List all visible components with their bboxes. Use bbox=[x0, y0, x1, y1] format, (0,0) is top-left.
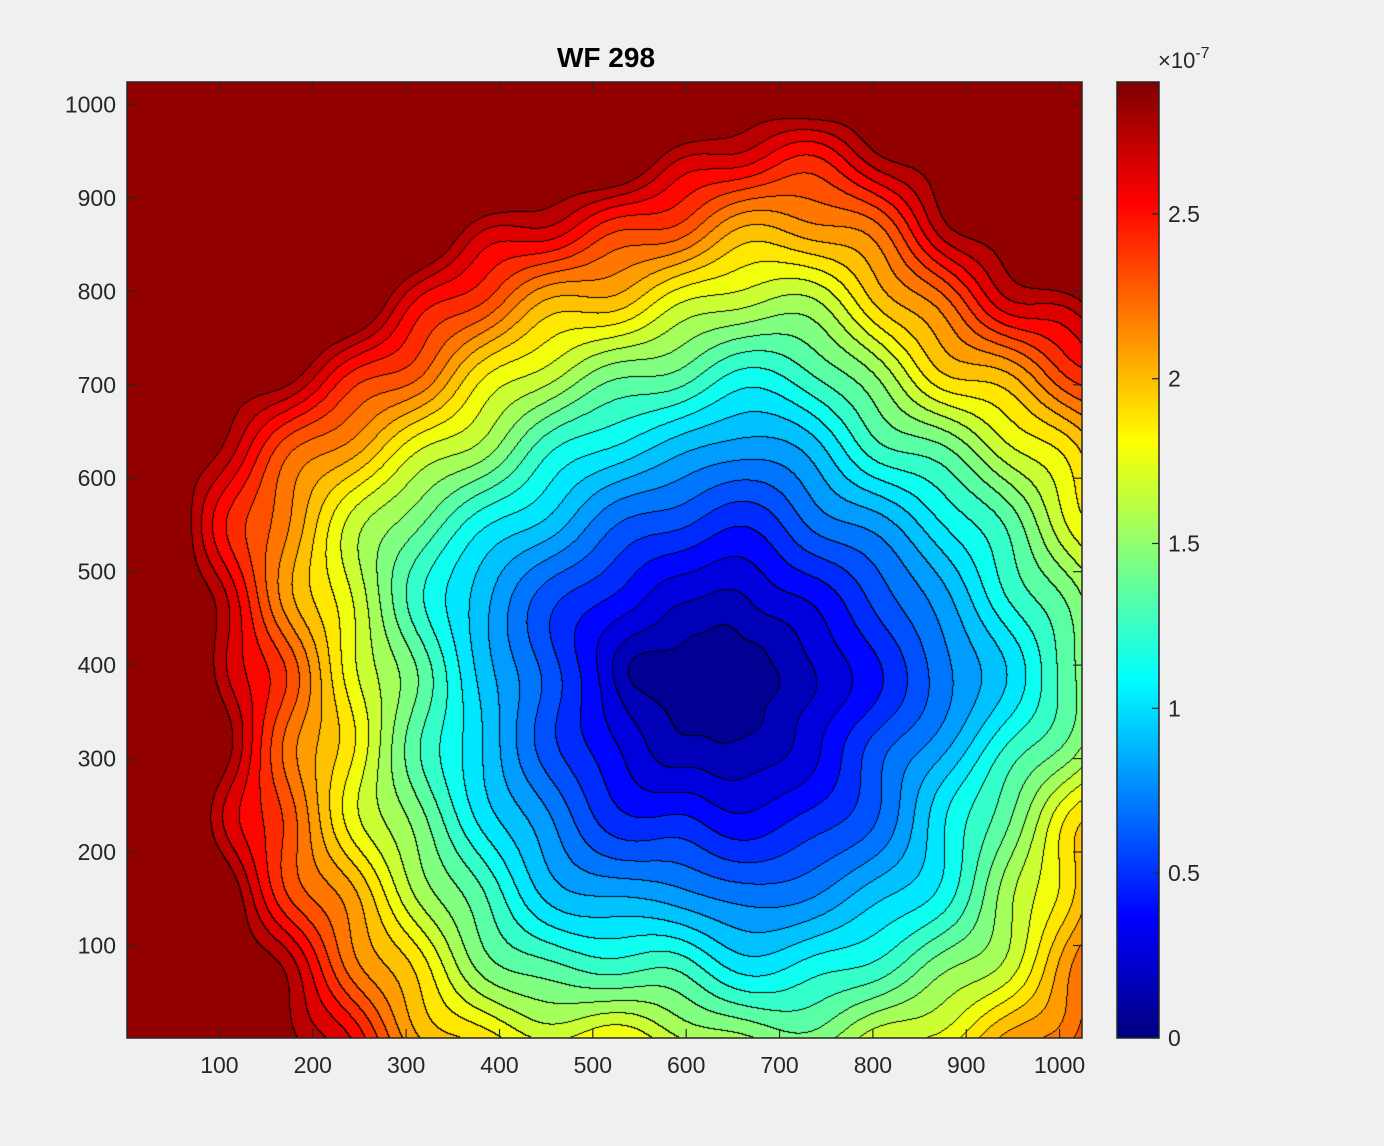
y-tick-label: 400 bbox=[78, 652, 116, 678]
colorbar-tick-label: 1.5 bbox=[1168, 531, 1200, 557]
x-tick-label: 600 bbox=[667, 1052, 705, 1078]
x-tick-label: 200 bbox=[294, 1052, 332, 1078]
plot-area: 100 200 300 400 500 600 700 800 900 1000 100 200 30… bbox=[65, 81, 1085, 1078]
colorbar-exponent: ×10-7 bbox=[1158, 45, 1210, 73]
x-tick-label: 100 bbox=[200, 1052, 238, 1078]
y-tick-label: 1000 bbox=[65, 91, 116, 117]
colorbar-frame bbox=[1116, 81, 1160, 1039]
colorbar-tick-label: 2.5 bbox=[1168, 201, 1200, 227]
y-axis: 100 200 300 400 500 600 700 800 900 1000 bbox=[65, 91, 1082, 958]
chart-title: WF 298 bbox=[557, 42, 655, 73]
y-tick-label: 700 bbox=[78, 372, 116, 398]
contour-map-container bbox=[127, 82, 1082, 1038]
x-axis: 100 200 300 400 500 600 700 800 900 1000 bbox=[200, 82, 1085, 1078]
x-tick-label: 700 bbox=[760, 1052, 798, 1078]
colorbar-tick-label: 0.5 bbox=[1168, 860, 1200, 886]
x-tick-label: 500 bbox=[574, 1052, 612, 1078]
colorbar-gradient bbox=[1117, 82, 1159, 1038]
colorbar-gradient-container bbox=[1117, 82, 1159, 1038]
colorbar-tick-label: 2 bbox=[1168, 366, 1181, 392]
plot-frame bbox=[126, 81, 1083, 1039]
colorbar: 0 0.5 1 1.5 2 2.5 ×10-7 bbox=[1116, 45, 1210, 1051]
colorbar-tick-label: 1 bbox=[1168, 695, 1181, 721]
colorbar-ticks: 0 0.5 1 1.5 2 2.5 bbox=[1152, 201, 1200, 1051]
y-tick-label: 200 bbox=[78, 839, 116, 865]
x-tick-label: 800 bbox=[854, 1052, 892, 1078]
colorbar-exponent-power: -7 bbox=[1195, 45, 1209, 62]
x-tick-label: 400 bbox=[480, 1052, 518, 1078]
y-tick-label: 300 bbox=[78, 746, 116, 772]
colorbar-tick-label: 0 bbox=[1168, 1025, 1181, 1051]
y-tick-label: 600 bbox=[78, 465, 116, 491]
contour-map bbox=[127, 82, 1082, 1038]
colorbar-exponent-base: ×10 bbox=[1158, 48, 1195, 73]
x-tick-label: 900 bbox=[947, 1052, 985, 1078]
x-tick-label: 1000 bbox=[1034, 1052, 1085, 1078]
y-tick-label: 800 bbox=[78, 278, 116, 304]
x-tick-label: 300 bbox=[387, 1052, 425, 1078]
y-tick-label: 100 bbox=[78, 932, 116, 958]
y-tick-label: 500 bbox=[78, 559, 116, 585]
y-tick-label: 900 bbox=[78, 185, 116, 211]
